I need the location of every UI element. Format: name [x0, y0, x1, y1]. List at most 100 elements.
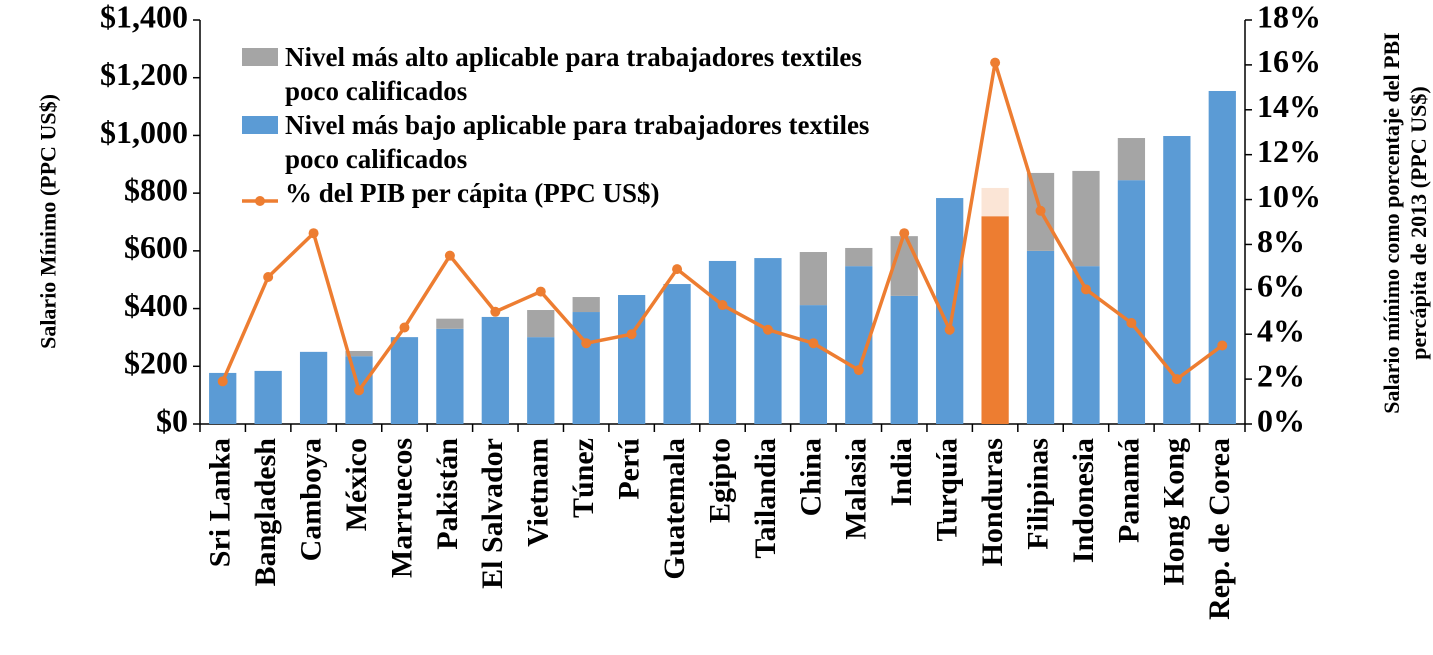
x-tick-label: Camboya	[294, 438, 327, 561]
bar	[572, 297, 600, 313]
bar	[299, 351, 328, 424]
y-tick-label: $800	[124, 171, 188, 207]
bar	[981, 187, 1009, 217]
bar	[845, 247, 873, 267]
y2-tick-label: 8%	[1257, 223, 1305, 259]
y2-tick-label: 16%	[1257, 43, 1321, 79]
x-tick-label: India	[885, 438, 918, 506]
bar	[254, 370, 282, 424]
line-marker	[1035, 205, 1046, 216]
x-tick-label: Malasia	[840, 438, 873, 540]
legend-entry: Nivel más alto aplicable para trabajador…	[240, 40, 880, 108]
bar	[1117, 138, 1146, 181]
legend-swatch	[242, 116, 278, 134]
line-marker	[990, 57, 1001, 68]
line-marker	[308, 228, 319, 239]
bar	[390, 337, 419, 424]
legend-label: Nivel más alto aplicable para trabajador…	[285, 42, 862, 106]
y2-tick-label: 2%	[1257, 357, 1305, 393]
line-marker	[762, 324, 773, 335]
bar	[436, 328, 464, 424]
bar	[708, 260, 737, 424]
y-tick-label: $1,200	[100, 56, 188, 92]
bar	[345, 350, 373, 357]
y2-tick-label: 10%	[1257, 178, 1321, 214]
bar	[981, 216, 1009, 424]
x-tick-label: Guatemala	[658, 438, 691, 580]
x-tick-label: Túnez	[567, 438, 600, 518]
line-marker	[899, 228, 910, 239]
line-marker	[1080, 284, 1091, 295]
line-marker	[354, 385, 365, 396]
bar	[1072, 170, 1100, 267]
line-marker	[263, 271, 274, 282]
line-marker	[490, 306, 501, 317]
x-tick-label: Perú	[613, 438, 646, 500]
x-tick-label: Tailandia	[749, 438, 782, 559]
x-tick-label: Bangladesh	[249, 438, 282, 587]
legend-label: % del PIB per cápita (PPC US$)	[285, 178, 660, 208]
x-tick-label: Sri Lanka	[204, 438, 237, 567]
y-tick-label: $600	[124, 229, 188, 265]
x-tick-label: Egipto	[703, 438, 736, 523]
x-tick-label: Vietnam	[522, 438, 555, 547]
bar	[527, 310, 555, 338]
line-marker	[717, 300, 728, 311]
line-marker	[626, 329, 637, 340]
y2-tick-label: 18%	[1257, 0, 1321, 34]
line-marker	[1217, 340, 1228, 351]
x-tick-label: El Salvador	[476, 438, 509, 589]
line-marker	[581, 338, 592, 349]
x-tick-label: Honduras	[976, 438, 1009, 566]
bar	[799, 305, 827, 424]
bar	[754, 258, 782, 424]
y-tick-label: $400	[124, 287, 188, 323]
legend-swatch	[242, 184, 278, 206]
bar	[436, 318, 464, 329]
y2-tick-label: 14%	[1257, 88, 1321, 124]
line-marker	[217, 376, 228, 387]
x-tick-label: Turquía	[931, 438, 964, 541]
bar	[890, 295, 918, 424]
line-marker	[444, 250, 455, 261]
bar	[1208, 90, 1236, 424]
x-tick-label: Marruecos	[385, 438, 418, 578]
y2-tick-label: 0%	[1257, 402, 1305, 438]
x-tick-label: China	[794, 438, 827, 516]
y2-axis-title: Salario mínimo como porcentaje del PBI p…	[1379, 32, 1431, 414]
bar	[1026, 250, 1055, 424]
bar	[618, 295, 646, 424]
legend: Nivel más alto aplicable para trabajador…	[240, 40, 880, 210]
x-tick-label: México	[340, 438, 373, 531]
legend-line	[242, 196, 278, 206]
x-tick-label: Panamá	[1112, 438, 1145, 543]
x-tick-label: Hong Kong	[1158, 438, 1191, 586]
line-marker	[853, 365, 864, 376]
line-marker	[672, 264, 683, 275]
y-tick-label: $200	[124, 345, 188, 381]
line-marker	[535, 286, 546, 297]
bar	[481, 316, 509, 424]
legend-swatch	[242, 48, 278, 66]
bar	[527, 337, 555, 424]
legend-label: Nivel más bajo aplicable para trabajador…	[285, 110, 870, 174]
y2-tick-label: 4%	[1257, 313, 1305, 349]
y-tick-label: $1,400	[100, 0, 188, 34]
x-tick-label: Rep. de Corea	[1203, 438, 1236, 620]
bar	[1117, 180, 1146, 424]
line-marker	[808, 338, 819, 349]
line-marker	[399, 322, 410, 333]
y-axis-title: Salario Mínimo (PPC US$)	[35, 94, 61, 349]
bar	[663, 284, 691, 424]
bar	[572, 312, 600, 424]
x-tick-label: Indonesia	[1067, 438, 1100, 563]
line-marker	[1126, 318, 1137, 328]
y2-tick-label: 6%	[1257, 268, 1305, 304]
y2-tick-label: 12%	[1257, 133, 1321, 169]
legend-entry: % del PIB per cápita (PPC US$)	[240, 176, 880, 210]
line-marker	[944, 324, 955, 335]
bar	[799, 252, 827, 306]
y-tick-label: $1,000	[100, 114, 188, 150]
